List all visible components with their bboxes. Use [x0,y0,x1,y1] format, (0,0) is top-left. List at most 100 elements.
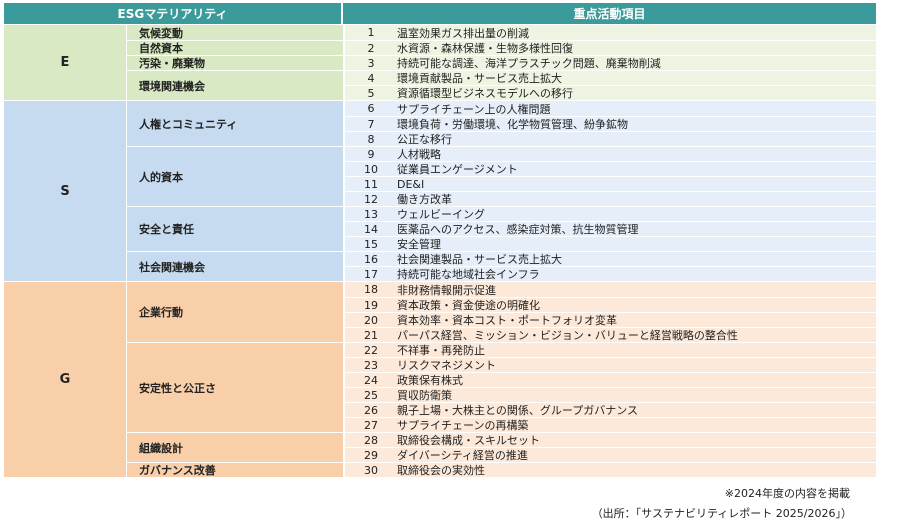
item-number: 27 [364,418,378,432]
table-row: 23 リスクマネジメント [345,357,876,372]
table-row: 16 社会関連製品・サービス売上拡大 [345,251,876,266]
materiality-cell: ガバナンス改善 [126,462,343,477]
table-row: 22 不祥事・再発防止 [345,342,876,357]
table-row: 17 持続可能な地域社会インフラ [345,266,876,281]
table-row: 13 ウェルビーイング [345,206,876,221]
item-number: 17 [364,267,378,281]
materiality-cell: 組織設計 [126,432,343,462]
materiality-cell: 企業行動 [126,282,343,342]
table-row: 25 買収防衛策 [345,387,876,402]
table-row: 27 サプライチェーンの再構築 [345,417,876,432]
table-row: 15 安全管理 [345,236,876,251]
item-text: パーパス経営、ミッション・ビジョン・バリューと経営戦略の整合性 [397,329,738,342]
item-number: 25 [364,388,378,402]
esg-materiality-table: ESGマテリアリティ 重点活動項目 E 気候変動 自然資本 汚染・廃棄物 環境関連機会 1… [4,3,876,477]
item-text: 政策保有株式 [397,374,463,387]
item-number: 5 [367,86,375,100]
table-header: ESGマテリアリティ 重点活動項目 [4,3,876,24]
note-fiscal-year: ※2024年度の内容を掲載 [724,487,850,500]
item-number: 15 [364,237,378,251]
table-body: E 気候変動 自然資本 汚染・廃棄物 環境関連機会 1 温室効果ガス排出量の削減 2 水資源・森… [4,24,876,477]
table-row: 3 持続可能な調達、海洋プラスチック問題、廃棄物削減 [345,55,876,70]
item-text: 資本効率・資本コスト・ポートフォリオ変革 [397,314,617,327]
group-e: E 気候変動 自然資本 汚染・廃棄物 環境関連機会 1 温室効果ガス排出量の削減 2 水資源・森… [4,24,876,100]
item-text: 持続可能な調達、海洋プラスチック問題、廃棄物削減 [397,57,661,70]
item-number: 21 [364,328,378,342]
table-row: 21 パーパス経営、ミッション・ビジョン・バリューと経営戦略の整合性 [345,327,876,342]
category-label: E [4,25,126,100]
table-row: 12 働き方改革 [345,191,876,206]
group-g: G 企業行動 安定性と公正さ 組織設計 ガバナンス改善 18 非財務情報開示促進 19 資本政策… [4,281,876,477]
table-row: 30 取締役会の実効性 [345,462,876,477]
table-row: 7 環境負荷・労働環境、化学物質管理、紛争鉱物 [345,116,876,131]
item-number: 4 [367,71,375,85]
materiality-cell: 人権とコミュニティ [126,101,343,146]
source-note: （出所：「サステナビリティレポート 2025/2026」） [591,507,852,520]
item-text: 働き方改革 [397,193,452,206]
table-row: 20 資本効率・資本コスト・ポートフォリオ変革 [345,312,876,327]
item-number: 2 [367,41,375,55]
materiality-cell: 自然資本 [126,40,343,55]
item-number: 6 [367,102,375,115]
item-text: 社会関連製品・サービス売上拡大 [397,253,562,266]
materiality-cell: 安定性と公正さ [126,342,343,432]
item-number: 20 [364,313,378,327]
table-row: 4 環境貢献製品・サービス売上拡大 [345,70,876,85]
item-number: 11 [364,177,378,191]
activity-column: 1 温室効果ガス排出量の削減 2 水資源・森林保護・生物多様性回復 3 持続可能な調達、海… [343,25,876,100]
item-text: 資源循環型ビジネスモデルへの移行 [397,87,573,100]
activity-column: 18 非財務情報開示促進 19 資本政策・資金使途の明確化 20 資本効率・資本コスト・ポ… [343,282,876,477]
item-number: 28 [364,433,378,447]
item-number: 10 [364,162,378,176]
item-number: 22 [364,343,378,357]
item-number: 29 [364,448,378,462]
table-row: 18 非財務情報開示促進 [345,282,876,297]
table-row: 9 人材戦略 [345,146,876,161]
item-text: 公正な移行 [397,133,452,146]
table-row: 1 温室効果ガス排出量の削減 [345,25,876,40]
item-text: サプライチェーン上の人権問題 [397,102,551,116]
category-label: G [4,282,126,477]
materiality-cell: 汚染・廃棄物 [126,55,343,70]
materiality-cell: 安全と責任 [126,206,343,251]
item-text: 安全管理 [397,238,441,251]
materiality-column: 人権とコミュニティ 人的資本 安全と責任 社会関連機会 [126,101,343,281]
item-text: 非財務情報開示促進 [397,283,496,297]
table-row: 10 従業員エンゲージメント [345,161,876,176]
activity-column: 6 サプライチェーン上の人権問題 7 環境負荷・労働環境、化学物質管理、紛争鉱物 8 公正… [343,101,876,281]
item-number: 26 [364,403,378,417]
item-text: リスクマネジメント [397,359,496,372]
item-text: 環境貢献製品・サービス売上拡大 [397,72,562,85]
item-number: 23 [364,358,378,372]
item-number: 14 [364,222,378,236]
item-number: 7 [367,117,375,131]
table-row: 29 ダイバーシティ経営の推進 [345,447,876,462]
item-text: サプライチェーンの再構築 [397,419,529,432]
item-text: 温室効果ガス排出量の削減 [397,26,529,40]
table-row: 6 サプライチェーン上の人権問題 [345,101,876,116]
table-row: 24 政策保有株式 [345,372,876,387]
item-text: 医薬品へのアクセス、感染症対策、抗生物質管理 [397,223,639,236]
item-text: ダイバーシティ経営の推進 [397,449,528,462]
item-number: 30 [364,463,378,477]
table-row: 5 資源循環型ビジネスモデルへの移行 [345,85,876,100]
table-row: 28 取締役会構成・スキルセット [345,432,876,447]
item-number: 16 [364,252,378,266]
materiality-cell: 人的資本 [126,146,343,206]
item-text: 取締役会構成・スキルセット [397,434,540,447]
item-number: 1 [367,26,375,39]
materiality-cell: 気候変動 [126,25,343,40]
table-row: 19 資本政策・資金使途の明確化 [345,297,876,312]
item-text: ウェルビーイング [397,208,485,221]
item-number: 18 [364,283,378,296]
item-text: 従業員エンゲージメント [397,163,518,176]
item-number: 3 [367,56,375,70]
item-text: 取締役会の実効性 [397,464,485,477]
item-text: 不祥事・再発防止 [397,344,485,357]
materiality-cell: 社会関連機会 [126,251,343,281]
item-text: 人材戦略 [397,148,441,161]
header-esg-materiality: ESGマテリアリティ [4,3,341,24]
group-s: S 人権とコミュニティ 人的資本 安全と責任 社会関連機会 6 サプライチェーン上の人権問題… [4,100,876,281]
item-number: 13 [364,207,378,221]
materiality-column: 気候変動 自然資本 汚染・廃棄物 環境関連機会 [126,25,343,100]
